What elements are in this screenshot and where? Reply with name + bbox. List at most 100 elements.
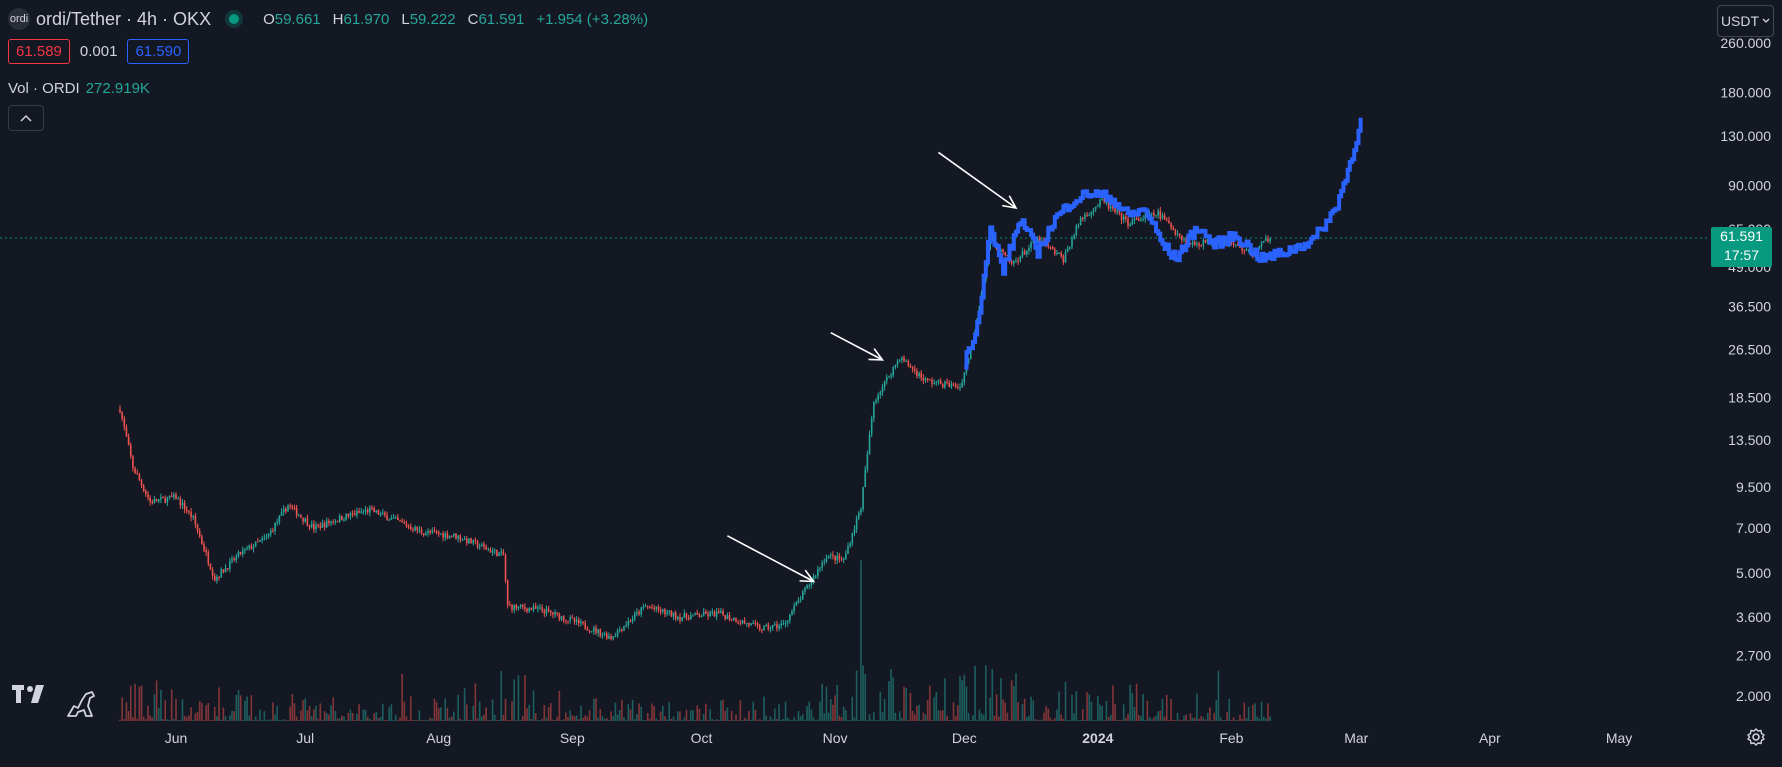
buy-price-button[interactable]: 61.590 [127,39,190,64]
volume-bar [1125,717,1127,721]
volume-bar [1066,719,1069,721]
volume-bar [1221,720,1224,721]
candle-body [881,386,884,393]
candle-body [1198,243,1200,246]
candle-body [285,508,287,512]
volume-bar [829,699,832,721]
candle-body [659,609,662,612]
volume-bar [491,699,494,721]
open-value: 59.661 [274,10,321,28]
candle-body [1129,224,1131,226]
sell-price-button[interactable]: 61.589 [8,39,70,64]
x-tick-label: Dec [952,730,977,746]
volume-bar [875,720,877,721]
volume-bar [565,712,567,721]
volume-bar [866,720,869,721]
candle-body [1107,202,1110,209]
candle-body [440,533,442,535]
volume-bar [198,701,201,721]
volume-bars [119,560,1271,721]
volume-bar [358,704,360,721]
candle-body [274,522,276,532]
candle-body [763,626,765,631]
candle-body [420,529,423,534]
price-axis[interactable]: 260.000180.000130.00090.00065.00049.0003… [1720,35,1771,704]
volume-bar [526,708,528,721]
candle-body [1125,216,1127,219]
candle-body [862,487,864,510]
candle-body [1013,260,1015,264]
volume-bar [614,702,617,721]
volume-bar [336,718,339,721]
candle-body [1174,229,1177,235]
gear-icon[interactable] [1746,727,1766,747]
volume-bar [1038,720,1041,721]
volume-bar [890,669,892,721]
volume-bar [1062,718,1065,721]
candle-body [1157,210,1159,216]
volume-bar [390,704,393,721]
volume-bar [254,716,257,721]
candle-body [741,620,744,624]
volume-bar [696,705,699,721]
time-axis[interactable]: Jun Jul Aug Sep Oct Nov Dec 2024 Feb Mar Apr May [165,730,1633,746]
collapse-legend-button[interactable] [8,105,44,131]
dinosaur-icon[interactable] [64,688,98,720]
volume-bar [166,719,169,721]
candle-body [1023,251,1026,255]
candle-body [304,518,307,522]
volume-bar [651,703,653,721]
candle-body [347,514,350,517]
volume-bar [218,687,220,721]
candle-body [1165,219,1168,221]
volume-bar [364,709,367,721]
candle-body [1170,223,1172,228]
y-tick-label: 5.000 [1736,565,1771,581]
volume-bar [1019,720,1022,721]
volume-bar [972,715,974,721]
candle-body [211,569,214,576]
tradingview-logo[interactable] [12,683,52,705]
volume-bar [534,713,537,721]
volume-bar [612,716,615,721]
ordi-coin-icon[interactable]: ordi [8,8,30,30]
volume-bar [980,713,983,721]
candle-body [461,539,464,541]
candle-body [145,491,147,495]
volume-bar [743,717,746,721]
volume-bar [282,719,285,721]
candle-body [700,616,703,618]
volume-bar [642,720,645,721]
candle-body [565,620,567,622]
candles [119,197,1271,641]
volume-bar [558,690,561,721]
symbol-title[interactable]: ordi/Tether · 4h · OKX [36,8,212,29]
candle-body [808,585,811,587]
currency-selector[interactable]: USDT [1717,5,1774,37]
volume-bar [926,699,929,721]
volume-bar [444,698,447,721]
candle-body [140,480,143,486]
candle-body [989,241,991,251]
volume-bar [711,719,714,721]
volume-bar [745,719,748,721]
volume-bar [954,716,957,721]
candle-body [939,380,942,384]
candle-body [711,611,714,613]
candle-body [407,526,410,528]
candle-body [353,513,356,516]
volume-bar [1237,720,1239,721]
candle-body [149,497,151,502]
volume-bar [1189,713,1192,721]
candle-body [649,606,651,608]
candle-body [291,506,294,508]
candle-body [315,524,317,530]
volume-bar [552,719,554,721]
volume-bar [379,716,382,721]
candle-body [422,533,425,535]
candle-body [1258,246,1261,249]
candle-body [1131,220,1134,225]
volume-bar [493,714,496,721]
candle-body [302,517,304,522]
